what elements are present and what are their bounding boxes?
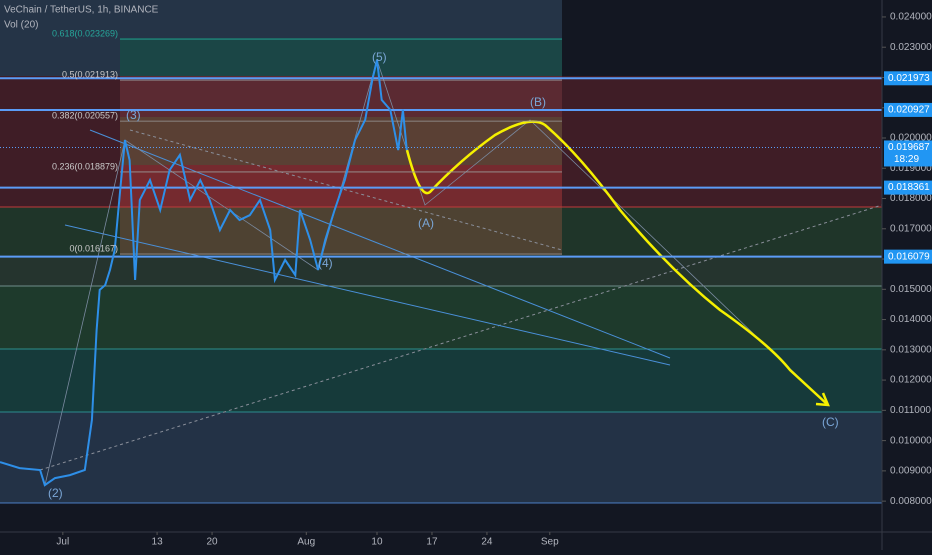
- price-level-label: 0.018361: [888, 182, 930, 193]
- zone: [0, 286, 882, 349]
- zone: [120, 38, 562, 76]
- price-level-tag: [884, 102, 932, 117]
- x-tick-label: Sep: [541, 537, 559, 548]
- price-level-tag: [884, 180, 932, 195]
- price-level-label: 0.020927: [888, 105, 930, 116]
- zone: [0, 349, 882, 412]
- x-tick-label: 10: [371, 537, 383, 548]
- trend-line: [64, 224, 671, 366]
- price-axis: [882, 0, 932, 532]
- fib-label: 0.382(0.020557): [52, 111, 118, 121]
- wave-label: (3): [126, 108, 141, 122]
- zone: [0, 412, 882, 503]
- y-tick-label: 0.009000: [890, 466, 932, 477]
- y-tick-label: 0.012000: [890, 375, 932, 386]
- x-tick-label: 17: [426, 537, 438, 548]
- current-price-label: 0.019687: [888, 142, 930, 153]
- price-line: [0, 59, 408, 487]
- x-tick-label: Jul: [56, 537, 69, 548]
- y-tick-label: 0.008000: [890, 496, 932, 507]
- y-tick-label: 0.018000: [890, 193, 932, 204]
- price-level-tag: [884, 71, 932, 86]
- fib-label: 0(0.016167): [69, 243, 118, 253]
- x-tick-label: 24: [481, 537, 493, 548]
- zone: [0, 255, 882, 286]
- y-tick-label: 0.015000: [890, 284, 932, 295]
- chart-title: VeChain / TetherUS, 1h, BINANCE: [4, 5, 159, 16]
- plot: [0, 38, 882, 487]
- fib-label: 0.618(0.023269): [52, 28, 118, 38]
- zone: [120, 117, 562, 165]
- wave-label: (B): [530, 95, 546, 109]
- projection: [405, 120, 829, 406]
- y-tick-label: 0.014000: [890, 314, 932, 325]
- countdown: 18:29: [894, 154, 919, 165]
- price-level-tag: [884, 249, 932, 264]
- zone: [120, 207, 562, 255]
- trend-line: [89, 129, 671, 359]
- indicator-label: Vol (20): [4, 20, 38, 31]
- wave-label: (5): [372, 50, 387, 64]
- projection-arrow: [815, 392, 830, 407]
- wave-label: (C): [822, 415, 839, 429]
- y-tick-label: 0.024000: [890, 12, 932, 23]
- wave-label: (4): [318, 256, 333, 270]
- wave-label: (2): [48, 486, 63, 500]
- fib-label: 0.5(0.021913): [62, 69, 118, 79]
- zones: [0, 0, 882, 504]
- x-tick-label: Aug: [297, 537, 315, 548]
- y-tick-label: 0.017000: [890, 223, 932, 234]
- y-tick-label: 0.013000: [890, 344, 932, 355]
- y-tick-label: 0.020000: [890, 133, 932, 144]
- price-level-label: 0.021973: [888, 73, 930, 84]
- y-tick-label: 0.010000: [890, 435, 932, 446]
- wave-label: (A): [418, 216, 434, 230]
- current-price-tag: [884, 140, 932, 167]
- x-tick-label: 20: [206, 537, 218, 548]
- y-tick-label: 0.019000: [890, 163, 932, 174]
- trend-line: [129, 129, 563, 251]
- y-tick-label: 0.023000: [890, 42, 932, 53]
- x-tick-label: 13: [152, 537, 164, 548]
- y-tick-label: 0.011000: [890, 405, 931, 416]
- price-level-label: 0.016079: [888, 251, 930, 262]
- fib-label: 0.236(0.018879): [52, 161, 118, 171]
